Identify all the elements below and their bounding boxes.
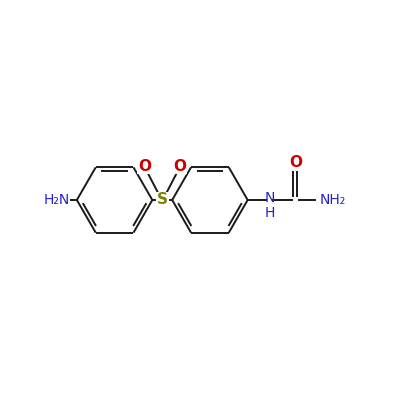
- Text: O: O: [138, 159, 151, 174]
- Text: O: O: [289, 155, 302, 170]
- Text: NH₂: NH₂: [319, 193, 346, 207]
- Text: S: S: [157, 192, 168, 208]
- Text: H: H: [264, 206, 275, 220]
- Text: O: O: [174, 159, 187, 174]
- Text: N: N: [264, 191, 275, 205]
- Text: H₂N: H₂N: [44, 193, 70, 207]
